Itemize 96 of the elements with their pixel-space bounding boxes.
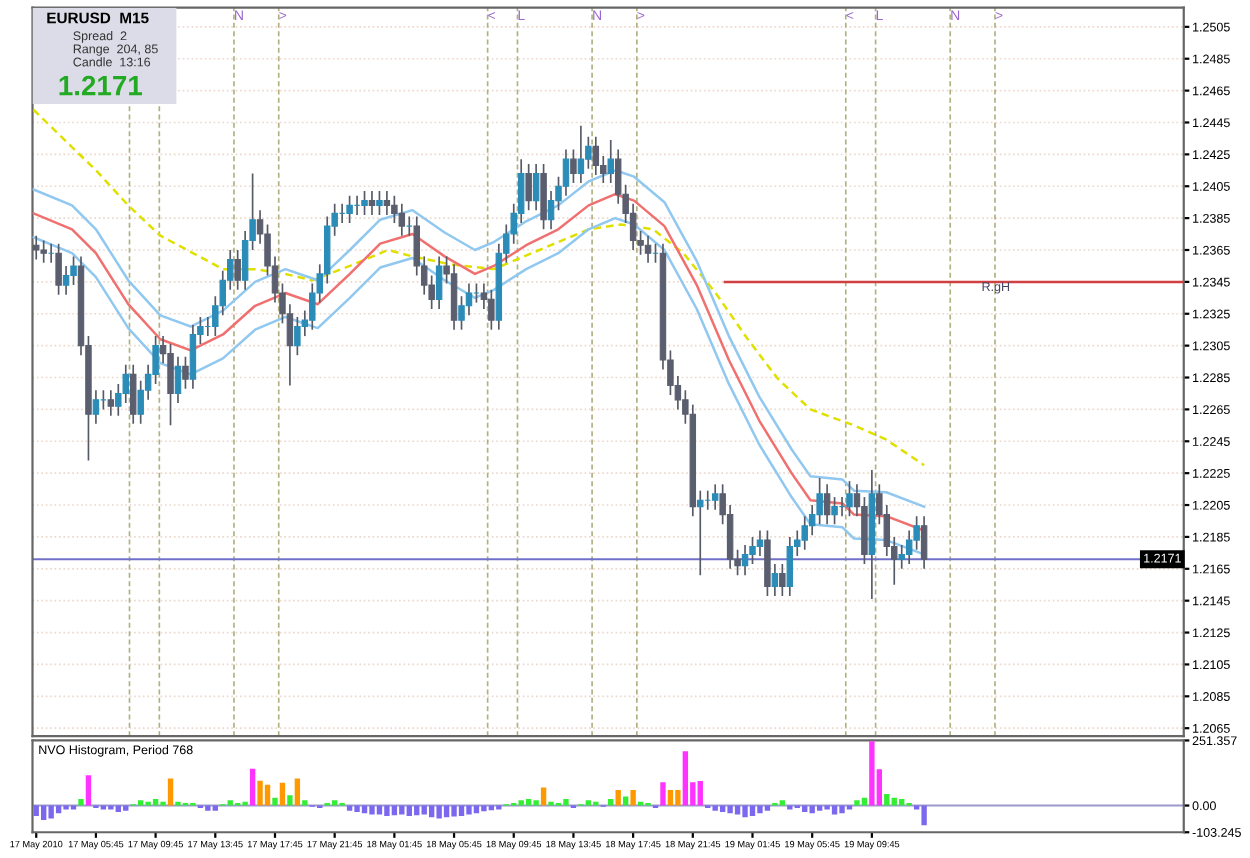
bar xyxy=(518,800,524,806)
bar xyxy=(138,800,144,806)
candlestick xyxy=(644,234,652,264)
candlestick xyxy=(525,163,532,211)
bar xyxy=(279,782,286,806)
bar xyxy=(682,751,689,806)
bar xyxy=(227,800,233,806)
candlestick xyxy=(398,202,406,237)
candlestick xyxy=(823,483,831,526)
candlestick xyxy=(40,239,47,264)
candlestick xyxy=(846,480,853,518)
bar xyxy=(563,799,569,806)
candlestick xyxy=(346,194,353,224)
candlestick xyxy=(629,202,637,251)
candlestick xyxy=(741,544,749,577)
candlestick xyxy=(488,289,495,331)
bar xyxy=(354,805,360,812)
bar xyxy=(421,805,427,815)
candlestick xyxy=(55,242,62,296)
bar xyxy=(742,805,748,818)
candlestick xyxy=(182,355,189,390)
bar xyxy=(891,797,897,806)
bar xyxy=(294,778,301,806)
bar xyxy=(675,790,681,806)
candlestick xyxy=(764,529,771,597)
candlestick xyxy=(383,190,391,216)
bar xyxy=(85,775,92,806)
candlestick xyxy=(361,190,368,216)
bar xyxy=(302,800,308,806)
candlestick xyxy=(435,255,443,310)
candlestick xyxy=(831,496,838,526)
bar xyxy=(861,797,868,806)
bar xyxy=(734,805,741,815)
bar xyxy=(436,805,442,819)
bar xyxy=(608,799,614,806)
candlestick xyxy=(450,263,458,331)
bar xyxy=(585,800,592,806)
bar xyxy=(48,805,54,819)
candlestick xyxy=(786,536,794,597)
candlestick xyxy=(189,324,197,390)
candlestick xyxy=(562,148,570,197)
candlestick xyxy=(167,343,174,427)
candlestick xyxy=(376,190,383,216)
bar xyxy=(854,800,860,806)
bar xyxy=(615,790,621,806)
bar xyxy=(205,805,211,811)
bar xyxy=(540,787,547,806)
bar xyxy=(264,784,271,806)
bar xyxy=(41,805,47,821)
bar xyxy=(272,797,278,806)
candlestick xyxy=(107,389,115,417)
bar xyxy=(921,805,927,826)
bar xyxy=(167,778,174,806)
bar xyxy=(249,768,256,806)
bar xyxy=(287,795,293,806)
bar xyxy=(622,796,629,806)
candlestick xyxy=(294,316,301,357)
bar xyxy=(369,805,375,815)
bar xyxy=(152,799,159,806)
candlestick xyxy=(577,124,585,184)
candlestick xyxy=(592,135,600,176)
bar xyxy=(757,805,763,814)
candlestick xyxy=(368,190,376,216)
bar xyxy=(779,800,786,806)
bar xyxy=(376,805,383,815)
bar xyxy=(78,799,84,806)
bar xyxy=(481,805,487,812)
bar xyxy=(660,782,666,806)
candlestick xyxy=(174,355,182,404)
bar xyxy=(831,805,838,815)
bar xyxy=(839,805,845,814)
bar xyxy=(399,805,405,815)
bar xyxy=(451,805,457,817)
annotation: 1.2171 xyxy=(59,75,143,96)
bar xyxy=(697,780,703,806)
candlestick xyxy=(920,515,928,570)
bar xyxy=(331,800,338,806)
bar xyxy=(884,793,890,806)
candlestick xyxy=(129,363,137,425)
bar xyxy=(533,800,539,806)
bar xyxy=(899,799,905,806)
bar xyxy=(667,790,674,806)
bar xyxy=(257,780,263,806)
bar xyxy=(727,805,733,814)
bar xyxy=(525,799,532,806)
line-series xyxy=(32,108,926,467)
bar xyxy=(384,805,390,816)
candlestick xyxy=(234,249,241,291)
candlestick xyxy=(570,148,577,184)
candlestick xyxy=(711,483,719,511)
candlestick xyxy=(465,282,473,317)
candlestick xyxy=(779,563,786,597)
bar xyxy=(630,790,636,806)
candlestick xyxy=(540,163,547,231)
bar xyxy=(466,805,472,815)
bar xyxy=(869,741,875,806)
